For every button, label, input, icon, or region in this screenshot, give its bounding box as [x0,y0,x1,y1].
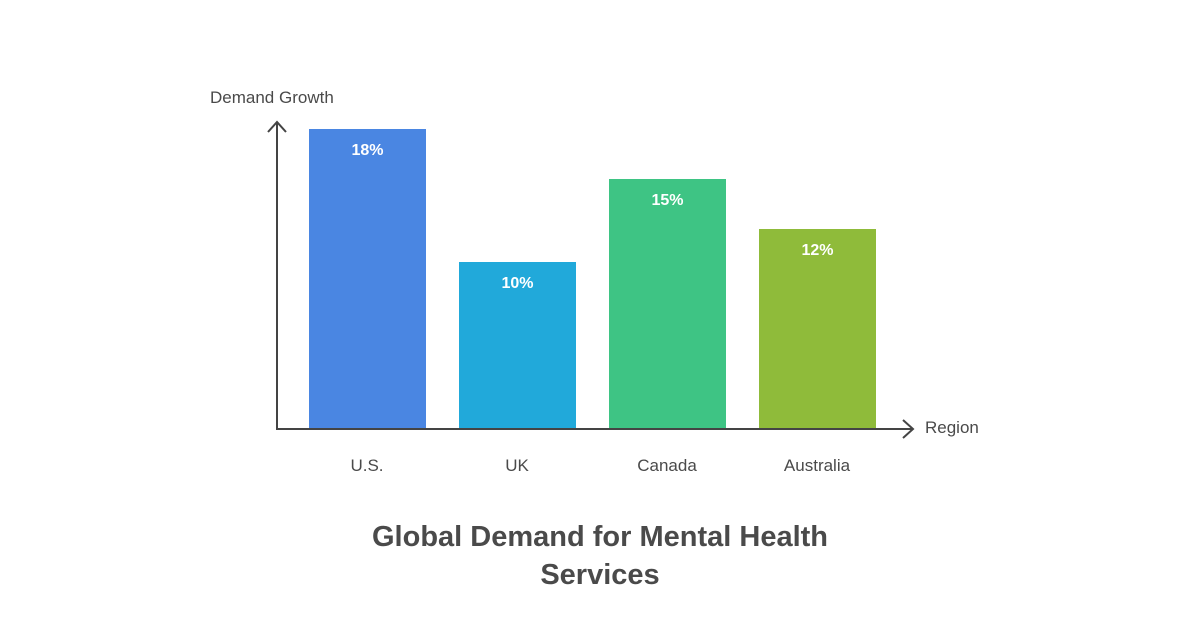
title-line-2: Services [540,559,660,591]
bar-value-label: 15% [651,192,684,209]
x-axis-label: Region [925,418,979,437]
chart-title: Global Demand for Mental Health Services [300,518,900,594]
category-label: UK [505,456,529,475]
bar-value-label: 18% [351,142,384,159]
category-label: Canada [637,456,697,475]
bar-canada: 15% [609,179,726,428]
bar-uk: 10% [459,262,576,428]
title-line-1: Global Demand for Mental Health [372,521,828,553]
category-label: U.S. [350,456,384,475]
bar-value-label: 10% [501,275,534,292]
bar-value-label: 12% [801,242,834,259]
y-axis-label: Demand Growth [210,88,334,107]
bar-australia: 12% [759,229,876,428]
bar-us: 18% [309,129,426,428]
x-axis-arrow-icon [276,419,915,439]
category-label: Australia [783,456,851,475]
y-axis-arrow-icon [267,120,287,429]
